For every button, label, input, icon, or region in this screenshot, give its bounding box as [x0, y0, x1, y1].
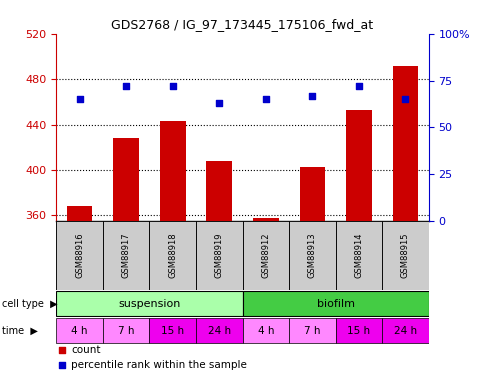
Bar — [149, 318, 196, 343]
Text: GSM88918: GSM88918 — [168, 232, 177, 278]
Text: GSM88917: GSM88917 — [122, 232, 131, 278]
Point — [355, 83, 363, 89]
Text: 4 h: 4 h — [72, 326, 88, 336]
Text: suspension: suspension — [118, 298, 181, 309]
Bar — [103, 221, 149, 290]
Text: time  ▶: time ▶ — [2, 326, 38, 336]
Point — [309, 93, 317, 99]
Point — [216, 100, 223, 106]
Bar — [67, 206, 93, 221]
Text: percentile rank within the sample: percentile rank within the sample — [71, 360, 247, 370]
Bar — [149, 221, 196, 290]
Text: 7 h: 7 h — [118, 326, 134, 336]
Bar — [336, 221, 382, 290]
Point — [75, 96, 83, 102]
Bar — [56, 318, 103, 343]
Bar — [243, 221, 289, 290]
Text: 24 h: 24 h — [394, 326, 417, 336]
Text: GSM88919: GSM88919 — [215, 233, 224, 278]
Bar — [289, 221, 336, 290]
Bar — [289, 318, 336, 343]
Text: cell type  ▶: cell type ▶ — [2, 298, 58, 309]
Point — [262, 96, 270, 102]
Bar — [196, 318, 243, 343]
Text: GSM88915: GSM88915 — [401, 233, 410, 278]
Point — [58, 347, 66, 353]
Bar — [206, 161, 232, 221]
Text: GSM88912: GSM88912 — [261, 233, 270, 278]
Bar — [103, 318, 149, 343]
Bar — [243, 318, 289, 343]
Text: GSM88913: GSM88913 — [308, 232, 317, 278]
Text: 24 h: 24 h — [208, 326, 231, 336]
Bar — [299, 166, 325, 221]
Bar — [243, 291, 429, 316]
Point — [58, 362, 66, 368]
Bar — [56, 291, 243, 316]
Point — [122, 83, 130, 89]
Title: GDS2768 / IG_97_173445_175106_fwd_at: GDS2768 / IG_97_173445_175106_fwd_at — [112, 18, 373, 31]
Point — [169, 83, 176, 89]
Text: 15 h: 15 h — [161, 326, 184, 336]
Bar — [346, 110, 372, 221]
Bar — [253, 217, 279, 221]
Text: count: count — [71, 345, 101, 355]
Bar — [113, 138, 139, 221]
Text: GSM88914: GSM88914 — [354, 233, 364, 278]
Bar — [382, 318, 429, 343]
Text: 15 h: 15 h — [347, 326, 370, 336]
Bar — [392, 66, 418, 221]
Bar — [382, 221, 429, 290]
Bar — [160, 121, 186, 221]
Bar — [56, 221, 103, 290]
Text: 7 h: 7 h — [304, 326, 320, 336]
Text: GSM88916: GSM88916 — [75, 232, 84, 278]
Text: 4 h: 4 h — [258, 326, 274, 336]
Bar — [336, 318, 382, 343]
Text: biofilm: biofilm — [317, 298, 355, 309]
Point — [401, 96, 409, 102]
Bar — [196, 221, 243, 290]
